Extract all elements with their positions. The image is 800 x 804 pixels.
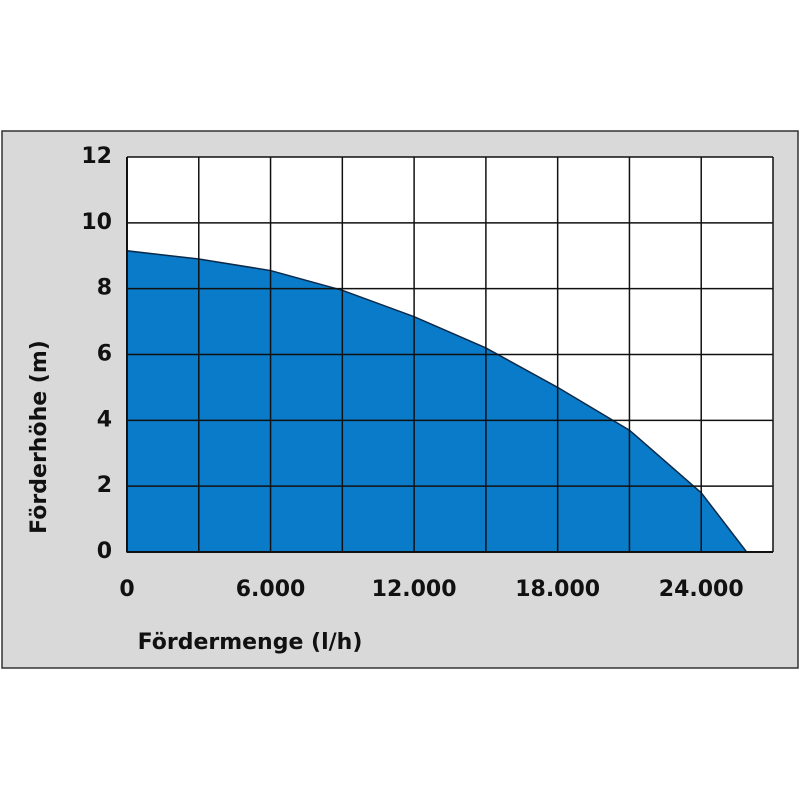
x-tick-label: 18.000 [515,577,600,602]
area [126,249,749,553]
y-tick-label: 12 [81,144,112,169]
x-tick-label: 0 [119,577,134,602]
y-tick-label: 4 [97,407,112,432]
x-axis-label: Fördermenge (l/h) [138,630,363,655]
x-tick-label: 24.000 [659,577,744,602]
x-tick-label: 6.000 [236,577,306,602]
y-tick-label: 2 [97,473,112,498]
y-tick-label: 0 [97,539,112,564]
marks [126,156,774,553]
y-axis-label: Förderhöhe (m) [27,340,52,534]
y-tick-label: 10 [81,210,112,235]
y-tick-label: 8 [97,276,112,301]
x-tick-label: 12.000 [372,577,457,602]
y-tick-label: 6 [97,342,112,367]
